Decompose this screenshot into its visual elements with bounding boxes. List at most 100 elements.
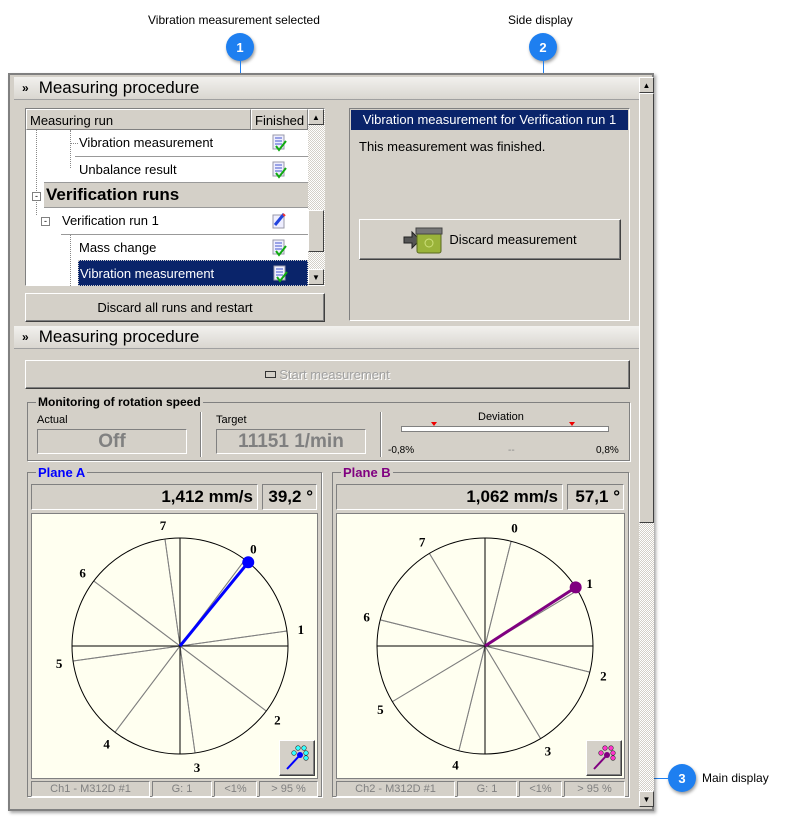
discard-all-button[interactable]: Discard all runs and restart: [25, 293, 325, 322]
callout-line-3: [654, 778, 668, 779]
callout-badge-3: 3: [668, 764, 696, 792]
finished-check-icon: [272, 134, 287, 152]
scroll-down-icon[interactable]: ▼: [308, 269, 324, 285]
finished-check-icon: [272, 161, 287, 179]
plane-b-group: Plane B 1,062 mm/s 57,1 ° 0 1 2 3 4 5 6 7 Ch2 -…: [332, 465, 629, 797]
section-title: Measuring procedure: [38, 327, 200, 346]
angle-field: 57,1 °: [567, 484, 624, 510]
collapse-chevron-icon[interactable]: »: [22, 330, 29, 344]
angle-label: 7: [419, 534, 426, 549]
callout-badge-2: 2: [529, 33, 557, 61]
tree-row[interactable]: Mass change: [61, 234, 308, 260]
polar-circle: [376, 537, 594, 755]
polar-plot: 0 1 2 3 4 5 6 7: [31, 513, 318, 779]
collapse-toggle-icon[interactable]: -: [41, 217, 50, 226]
status-cell: Ch2 - M312D #1: [336, 781, 455, 797]
polar-plot-svg: 0 1 2 3 4 5 6 7: [56, 518, 305, 775]
angle-label: 5: [56, 656, 63, 671]
angle-label: 4: [103, 736, 110, 751]
polar-plot: 0 1 2 3 4 5 6 7: [336, 513, 625, 779]
start-measurement-button[interactable]: Start measurement: [25, 360, 630, 389]
deviation-upper-limit-marker: [569, 422, 575, 426]
plane-title: Plane A: [36, 465, 88, 480]
polar-plot-svg: 0 1 2 3 4 5 6 7: [363, 521, 607, 773]
scroll-thumb[interactable]: [639, 93, 654, 523]
plot-options-button[interactable]: [279, 740, 315, 776]
plane-status-bar: Ch2 - M312D #1 G: 1 <1% > 95 %: [336, 781, 625, 797]
angle-label: 6: [363, 609, 370, 624]
section-header-top[interactable]: » Measuring procedure: [14, 77, 641, 100]
collapse-chevron-icon[interactable]: »: [22, 81, 29, 95]
column-header-finished[interactable]: Finished: [251, 109, 308, 130]
status-cell: > 95 %: [259, 781, 318, 797]
scroll-up-icon[interactable]: ▲: [639, 77, 654, 93]
scroll-up-icon[interactable]: ▲: [308, 109, 324, 125]
tree-row[interactable]: - Verification run 1: [38, 208, 308, 234]
tree-row[interactable]: Vibration measurement: [26, 130, 308, 156]
status-cell: G: 1: [457, 781, 517, 797]
polar-circle: [71, 537, 289, 755]
side-display: Vibration measurement for Verification r…: [349, 108, 630, 321]
tree-line: [36, 130, 37, 215]
angle-label: 3: [545, 744, 552, 759]
magnitude-field: 1,062 mm/s: [336, 484, 563, 510]
status-cell: <1%: [519, 781, 562, 797]
in-progress-pencil-icon: [272, 213, 286, 229]
angle-label: 6: [79, 566, 86, 581]
collapse-toggle-icon[interactable]: -: [32, 192, 41, 201]
callout-label-1: Vibration measurement selected: [148, 13, 320, 27]
callout-badge-1: 1: [226, 33, 254, 61]
rotation-speed-group: Monitoring of rotation speed Actual Off …: [27, 395, 630, 461]
callout-label-2: Side display: [508, 13, 573, 27]
tree-scrollbar[interactable]: ▲ ▼: [308, 109, 325, 285]
plane-status-bar: Ch1 - M312D #1 G: 1 <1% > 95 %: [31, 781, 318, 797]
section-header-main[interactable]: » Measuring procedure: [14, 326, 641, 349]
tree-row-selected[interactable]: Vibration measurement: [78, 260, 308, 286]
tree-line: [70, 234, 71, 286]
target-speed-field: 11151 1/min: [216, 429, 366, 454]
start-icon: [265, 371, 277, 378]
tree-row[interactable]: Unbalance result: [75, 156, 308, 182]
section-title: Measuring procedure: [38, 78, 200, 97]
vibration-vector-point: [242, 556, 255, 569]
status-cell: G: 1: [152, 781, 212, 797]
scroll-thumb[interactable]: [308, 210, 324, 252]
angle-label: 2: [274, 712, 281, 727]
tree-group-verification-runs[interactable]: Verification runs: [44, 182, 308, 208]
side-display-message: This measurement was finished.: [359, 139, 546, 154]
deviation-lower-limit-marker: [431, 422, 437, 426]
vibration-vector: [484, 586, 577, 648]
discard-trash-icon: [403, 227, 443, 253]
plot-options-button[interactable]: [586, 740, 622, 776]
angle-label: 3: [194, 760, 201, 775]
angle-label: 4: [452, 757, 459, 772]
discard-measurement-button[interactable]: Discard measurement: [359, 219, 621, 260]
magnitude-field: 1,412 mm/s: [31, 484, 258, 510]
angle-label: 2: [600, 669, 607, 684]
angle-label: 7: [160, 518, 167, 533]
angle-field: 39,2 °: [262, 484, 317, 510]
angle-label: 1: [586, 576, 593, 591]
angle-label: 0: [511, 521, 518, 536]
measuring-window: » Measuring procedure Measuring run Fini…: [8, 73, 654, 811]
finished-check-icon: [272, 239, 287, 257]
deviation-gauge: [401, 426, 609, 432]
actual-speed-field: Off: [37, 429, 187, 454]
main-scrollbar[interactable]: ▲ ▼: [639, 77, 654, 807]
magic-wand-icon: [286, 745, 309, 770]
finished-check-icon: [273, 265, 288, 283]
measuring-run-tree[interactable]: Measuring run Finished Vibration measure…: [25, 108, 325, 286]
magic-wand-icon: [593, 745, 616, 770]
vibration-vector: [178, 561, 250, 647]
status-cell: Ch1 - M312D #1: [31, 781, 150, 797]
status-cell: > 95 %: [564, 781, 625, 797]
scroll-down-icon[interactable]: ▼: [639, 791, 654, 807]
vibration-vector-point: [569, 581, 582, 594]
column-header-run[interactable]: Measuring run: [26, 109, 251, 130]
tree-line: [70, 130, 71, 168]
plane-a-group: Plane A 1,412 mm/s 39,2 ° 0 1 2 3 4 5 6 7 Ch1 -…: [27, 465, 322, 797]
status-cell: <1%: [214, 781, 257, 797]
angle-label: 5: [377, 702, 384, 717]
angle-label: 1: [298, 622, 305, 637]
plane-title: Plane B: [341, 465, 393, 480]
